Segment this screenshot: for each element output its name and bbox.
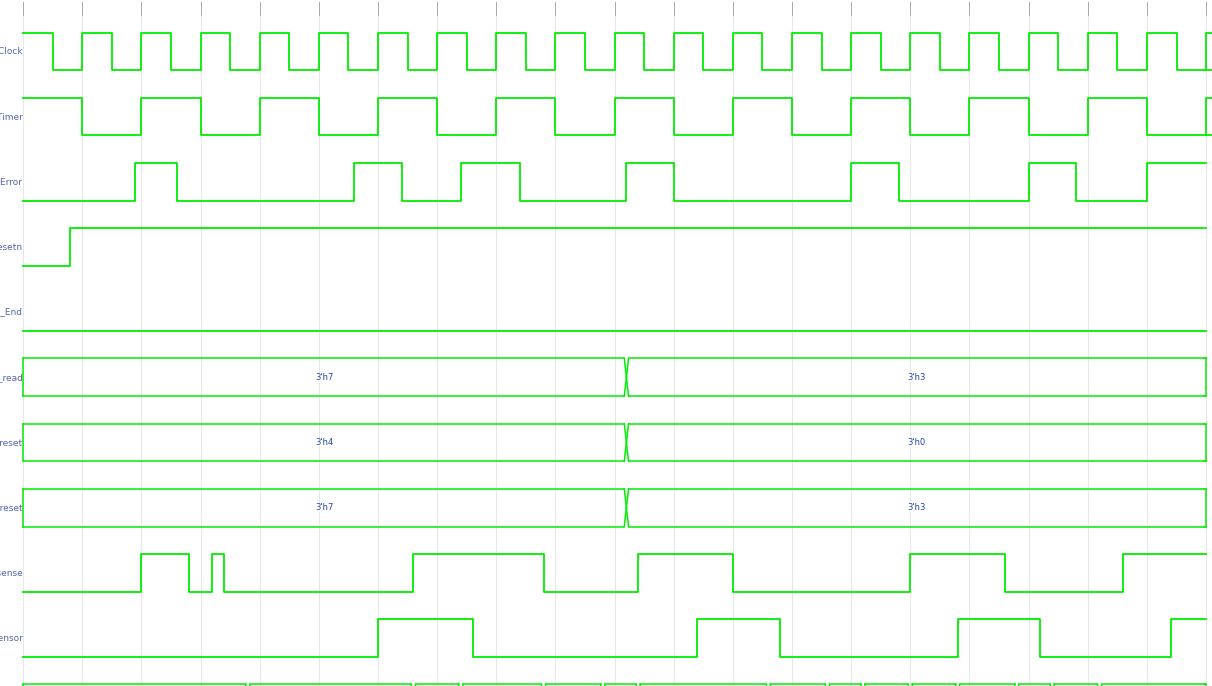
Text: 3'h7: 3'h7 xyxy=(315,503,335,512)
Text: /controlador/Resetn: /controlador/Resetn xyxy=(0,242,23,252)
Text: 3'h7: 3'h7 xyxy=(315,372,335,382)
Text: /controlador/Clock: /controlador/Clock xyxy=(0,47,23,56)
Text: /controlador/VF_code_reset: /controlador/VF_code_reset xyxy=(0,438,23,447)
Text: /controlador/Global_Sensing_End: /controlador/Global_Sensing_End xyxy=(0,307,23,317)
Text: 3'h0: 3'h0 xyxy=(907,438,926,447)
Text: /controlador/Reset_LSensor: /controlador/Reset_LSensor xyxy=(0,633,23,643)
Text: /controlador/GSO_code_reset: /controlador/GSO_code_reset xyxy=(0,503,23,512)
Text: 3'h4: 3'h4 xyxy=(315,438,333,447)
Text: /controlador/LError: /controlador/LError xyxy=(0,177,23,187)
Text: 3'h3: 3'h3 xyxy=(907,372,926,382)
Text: 3'h3: 3'h3 xyxy=(907,503,926,512)
Text: /controlador/Timer: /controlador/Timer xyxy=(0,112,23,121)
Text: /controlador/Global_sense: /controlador/Global_sense xyxy=(0,568,23,578)
Text: /controlador/GSensor_read: /controlador/GSensor_read xyxy=(0,372,23,382)
